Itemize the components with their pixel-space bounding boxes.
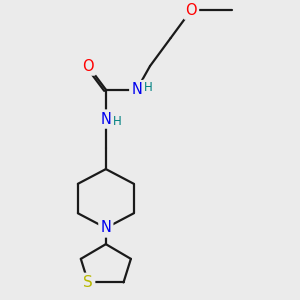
Text: N: N	[131, 82, 142, 97]
Text: N: N	[100, 112, 111, 127]
Text: O: O	[185, 3, 197, 18]
Text: S: S	[83, 275, 93, 290]
Text: H: H	[113, 115, 122, 128]
Text: O: O	[82, 58, 94, 74]
Text: N: N	[100, 220, 111, 236]
Text: H: H	[144, 81, 152, 94]
